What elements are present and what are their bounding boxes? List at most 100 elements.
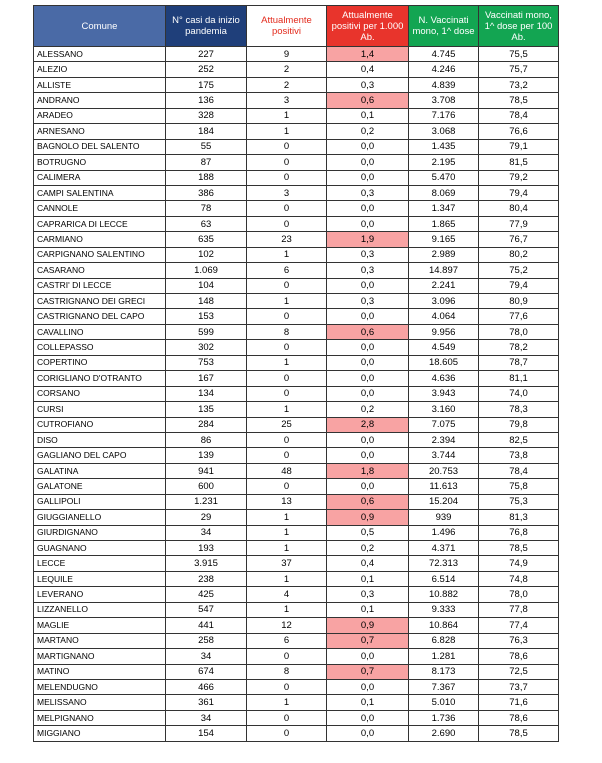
table-row: CAPRARICA DI LECCE 63 0 0,0 1.865 77,9 (33, 215, 559, 233)
table-row: MIGGIANO 154 0 0,0 2.690 78,5 (33, 725, 559, 742)
value-cell: 0 (246, 138, 327, 156)
value-cell: 3 (246, 92, 327, 109)
value-cell: 10.882 (408, 586, 479, 603)
value-cell: 73,2 (478, 76, 559, 94)
comune-cell: GALATINA (33, 462, 166, 480)
comune-cell: LIZZANELLO (33, 601, 166, 619)
value-cell: 14.897 (408, 262, 479, 279)
value-cell: 0,6 (326, 92, 409, 109)
value-cell: 547 (165, 601, 247, 619)
value-cell: 78,0 (478, 323, 559, 341)
value-cell: 4.371 (408, 539, 479, 557)
comune-cell: GALATONE (33, 478, 166, 495)
value-cell: 9.956 (408, 323, 479, 341)
table-row: GALATONE 600 0 0,0 11.613 75,8 (33, 478, 559, 495)
value-cell: 78 (165, 200, 247, 217)
table-row: GALATINA 941 48 1,8 20.753 78,4 (33, 462, 559, 480)
value-cell: 8.173 (408, 663, 479, 680)
value-cell: 0,7 (326, 632, 409, 650)
value-cell: 0,0 (326, 678, 409, 696)
value-cell: 139 (165, 447, 247, 464)
table-wrap: Comune N° casi da inizio pandemia Attual… (33, 5, 559, 742)
value-cell: 4.745 (408, 45, 479, 63)
value-cell: 5.470 (408, 169, 479, 186)
table-row: GIURDIGNANO 34 1 0,5 1.496 76,8 (33, 524, 559, 542)
value-cell: 0,3 (326, 262, 409, 279)
value-cell: 1 (246, 539, 327, 557)
comune-cell: CARPIGNANO SALENTINO (33, 246, 166, 264)
value-cell: 0,3 (326, 292, 409, 310)
value-cell: 1 (246, 570, 327, 588)
value-cell: 0 (246, 154, 327, 171)
comune-cell: GALLIPOLI (33, 493, 166, 511)
table-row: MELPIGNANO 34 0 0,0 1.736 78,6 (33, 709, 559, 727)
value-cell: 102 (165, 246, 247, 264)
value-cell: 0,1 (326, 570, 409, 588)
header-cell: Vaccinati mono, 1^ dose per 100 Ab. (478, 5, 559, 47)
value-cell: 1.281 (408, 648, 479, 665)
value-cell: 466 (165, 678, 247, 696)
value-cell: 175 (165, 76, 247, 94)
value-cell: 78,4 (478, 462, 559, 480)
value-cell: 154 (165, 725, 247, 742)
value-cell: 76,6 (478, 123, 559, 140)
comune-cell: MELPIGNANO (33, 709, 166, 727)
comune-cell: MATINO (33, 663, 166, 680)
value-cell: 7.176 (408, 107, 479, 125)
value-cell: 0,3 (326, 246, 409, 264)
value-cell: 63 (165, 215, 247, 233)
value-cell: 76,3 (478, 632, 559, 650)
table-row: ARNESANO 184 1 0,2 3.068 76,6 (33, 123, 559, 140)
value-cell: 1 (246, 524, 327, 542)
table-row: CORSANO 134 0 0,0 3.943 74,0 (33, 385, 559, 403)
value-cell: 55 (165, 138, 247, 156)
table-row: LEQUILE 238 1 0,1 6.514 74,8 (33, 570, 559, 588)
table-row: ARADEO 328 1 0,1 7.176 78,4 (33, 107, 559, 125)
value-cell: 79,8 (478, 416, 559, 433)
table-row: CORIGLIANO D'OTRANTO 167 0 0,0 4.636 81,1 (33, 370, 559, 387)
value-cell: 167 (165, 370, 247, 387)
value-cell: 78,5 (478, 539, 559, 557)
comune-cell: BOTRUGNO (33, 154, 166, 171)
value-cell: 3.068 (408, 123, 479, 140)
value-cell: 1 (246, 509, 327, 526)
value-cell: 79,4 (478, 184, 559, 202)
value-cell: 635 (165, 231, 247, 248)
value-cell: 153 (165, 308, 247, 325)
table-row: COPERTINO 753 1 0,0 18.605 78,7 (33, 354, 559, 372)
value-cell: 0,0 (326, 339, 409, 356)
value-cell: 0,0 (326, 308, 409, 325)
value-cell: 0,1 (326, 694, 409, 711)
value-cell: 0,9 (326, 617, 409, 634)
comune-cell: CARMIANO (33, 231, 166, 248)
value-cell: 79,1 (478, 138, 559, 156)
value-cell: 9 (246, 45, 327, 63)
value-cell: 0,9 (326, 509, 409, 526)
value-cell: 1.347 (408, 200, 479, 217)
value-cell: 1.865 (408, 215, 479, 233)
value-cell: 1 (246, 292, 327, 310)
value-cell: 74,0 (478, 385, 559, 403)
comune-cell: LEQUILE (33, 570, 166, 588)
value-cell: 0,0 (326, 354, 409, 372)
value-cell: 0 (246, 385, 327, 403)
value-cell: 0,0 (326, 725, 409, 742)
value-cell: 1.496 (408, 524, 479, 542)
value-cell: 4.636 (408, 370, 479, 387)
value-cell: 15.204 (408, 493, 479, 511)
value-cell: 86 (165, 431, 247, 449)
value-cell: 0 (246, 725, 327, 742)
value-cell: 1 (246, 123, 327, 140)
value-cell: 12 (246, 617, 327, 634)
value-cell: 0 (246, 478, 327, 495)
comune-cell: ANDRANO (33, 92, 166, 109)
value-cell: 20.753 (408, 462, 479, 480)
value-cell: 0 (246, 447, 327, 464)
value-cell: 11.613 (408, 478, 479, 495)
comune-cell: CANNOLE (33, 200, 166, 217)
value-cell: 134 (165, 385, 247, 403)
value-cell: 34 (165, 524, 247, 542)
value-cell: 6 (246, 262, 327, 279)
comune-cell: BAGNOLO DEL SALENTO (33, 138, 166, 156)
value-cell: 77,4 (478, 617, 559, 634)
